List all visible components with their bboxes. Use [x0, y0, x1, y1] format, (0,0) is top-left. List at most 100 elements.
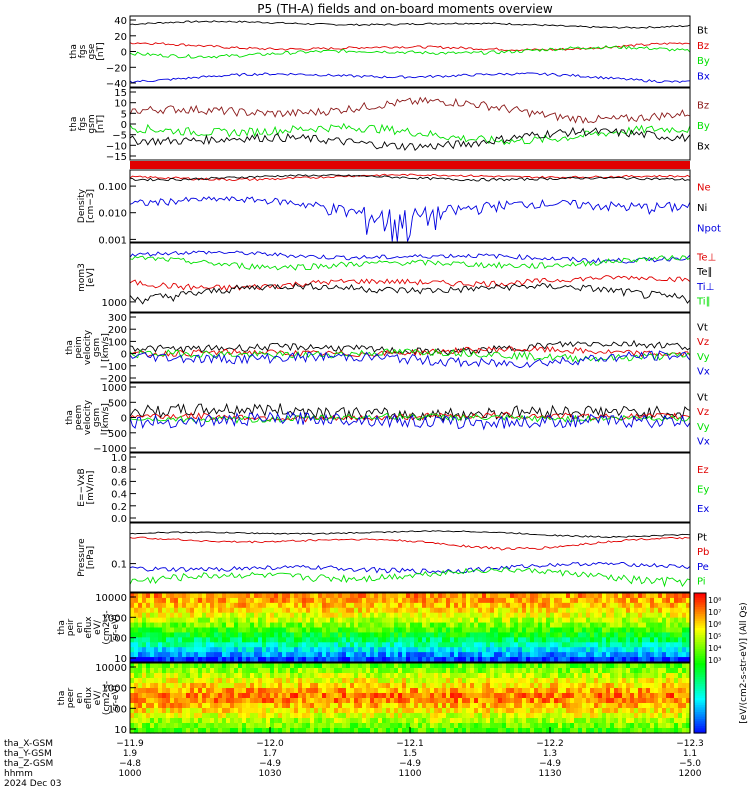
heatmap-cell: [394, 597, 399, 604]
heatmap-cell: [534, 617, 539, 624]
heatmap-cell: [258, 693, 263, 699]
heatmap-cell: [602, 593, 607, 599]
heatmap-cell: [234, 708, 239, 714]
heatmap-cell: [478, 602, 483, 609]
heatmap-cell: [182, 593, 187, 599]
heatmap-cell: [670, 607, 675, 614]
heatmap-cell: [606, 663, 611, 669]
heatmap-cell: [218, 657, 223, 663]
heatmap-cell: [374, 703, 379, 709]
heatmap-cell: [294, 708, 299, 714]
heatmap-cell: [502, 617, 507, 624]
heatmap-cell: [282, 678, 287, 684]
heatmap-cell: [606, 637, 611, 643]
heatmap-cell: [490, 693, 495, 699]
heatmap-cell: [258, 647, 263, 653]
heatmap-cell: [494, 597, 499, 604]
heatmap-cell: [366, 663, 371, 669]
heatmap-cell: [470, 683, 475, 689]
heatmap-cell: [434, 657, 439, 663]
heatmap-cell: [562, 617, 567, 624]
heatmap-cell: [462, 642, 467, 648]
heatmap-cell: [538, 642, 543, 648]
heatmap-cell: [298, 597, 303, 604]
heatmap-cell: [306, 617, 311, 624]
heatmap-cell: [222, 652, 227, 658]
heatmap-cell: [542, 612, 547, 619]
heatmap-cell: [402, 637, 407, 643]
heatmap-cell: [338, 637, 343, 643]
y-axis-label: thapeerenefluxeV/(cm2-s-sr-eV): [57, 681, 121, 715]
heatmap-cell: [150, 597, 155, 604]
heatmap-cell: [582, 593, 587, 599]
heatmap-cell: [230, 678, 235, 684]
heatmap-cell: [142, 728, 147, 734]
heatmap-cell: [642, 657, 647, 663]
heatmap-cell: [630, 622, 635, 629]
heatmap-cell: [298, 657, 303, 663]
heatmap-cell: [298, 652, 303, 658]
heatmap-cell: [262, 713, 267, 719]
heatmap-cell: [390, 612, 395, 619]
heatmap-cell: [518, 698, 523, 704]
heatmap-cell: [218, 673, 223, 679]
legend-label: Ti∥: [696, 297, 711, 308]
y-tick-label: 40: [114, 16, 127, 27]
heatmap-cell: [562, 693, 567, 699]
heatmap-cell: [482, 663, 487, 669]
heatmap-cell: [470, 607, 475, 614]
heatmap-cell: [382, 647, 387, 653]
heatmap-cell: [650, 637, 655, 643]
heatmap-cell: [330, 657, 335, 663]
heatmap-cell: [530, 593, 535, 599]
heatmap-cell: [322, 708, 327, 714]
heatmap-cell: [650, 607, 655, 614]
heatmap-cell: [222, 627, 227, 634]
heatmap-cell: [522, 622, 527, 629]
heatmap-cell: [630, 708, 635, 714]
heatmap-cell: [226, 678, 231, 684]
heatmap-cell: [678, 693, 683, 699]
heatmap-cell: [598, 593, 603, 599]
heatmap-cell: [354, 713, 359, 719]
heatmap-cell: [474, 607, 479, 614]
heatmap-cell: [506, 637, 511, 643]
heatmap-cell: [482, 693, 487, 699]
heatmap-cell: [342, 617, 347, 624]
heatmap-cell: [586, 637, 591, 643]
heatmap-cell: [362, 652, 367, 658]
date-label: 2024 Dec 03: [4, 779, 62, 789]
heatmap-cell: [278, 612, 283, 619]
heatmap-cell: [554, 657, 559, 663]
heatmap-cell: [638, 683, 643, 689]
heatmap-cell: [626, 693, 631, 699]
heatmap-cell: [442, 678, 447, 684]
heatmap-cell: [414, 708, 419, 714]
heatmap-cell: [178, 607, 183, 614]
heatmap-cell: [482, 642, 487, 648]
heatmap-cell: [398, 597, 403, 604]
heatmap-cell: [530, 652, 535, 658]
heatmap-cell: [362, 728, 367, 734]
heatmap-cell: [246, 723, 251, 729]
heatmap-cell: [254, 657, 259, 663]
heatmap-cell: [278, 713, 283, 719]
heatmap-cell: [162, 657, 167, 663]
heatmap-cell: [262, 642, 267, 648]
heatmap-cell: [146, 713, 151, 719]
heatmap-cell: [630, 668, 635, 674]
heatmap-cell: [386, 637, 391, 643]
heatmap-cell: [430, 708, 435, 714]
heatmap-cell: [430, 602, 435, 609]
heatmap-cell: [354, 602, 359, 609]
heatmap-cell: [314, 602, 319, 609]
heatmap-cell: [474, 673, 479, 679]
heatmap-cell: [430, 678, 435, 684]
heatmap-cell: [266, 713, 271, 719]
heatmap-cell: [542, 617, 547, 624]
heatmap-cell: [582, 612, 587, 619]
heatmap-cell: [358, 602, 363, 609]
heatmap-cell: [490, 683, 495, 689]
heatmap-cell: [582, 673, 587, 679]
